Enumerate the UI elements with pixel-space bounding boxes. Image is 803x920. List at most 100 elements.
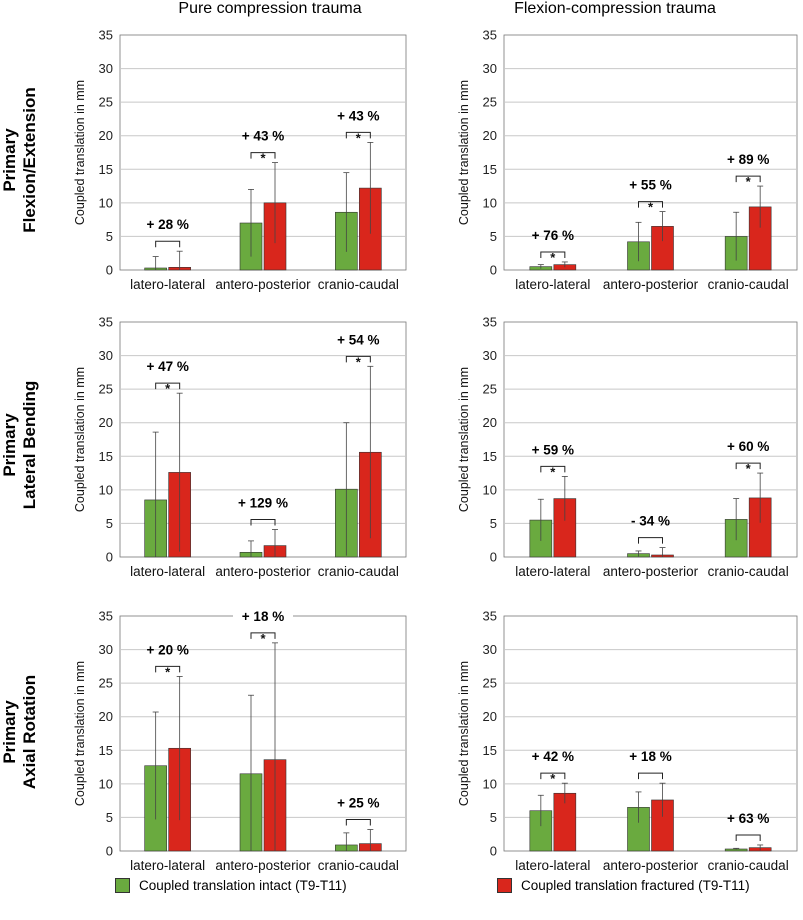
percent-change-label: + 63 %	[727, 811, 769, 826]
y-axis-label: Coupled translation in mm	[73, 80, 87, 225]
y-tick-label: 30	[483, 348, 497, 363]
percent-change-label: + 18 %	[242, 609, 284, 624]
y-tick-label: 15	[483, 162, 497, 177]
legend-intact: Coupled translation intact (T9-T11)	[115, 878, 347, 893]
plot-frame	[119, 321, 407, 558]
y-tick-label: 5	[490, 516, 497, 531]
percent-change-label: + 89 %	[727, 152, 769, 167]
significance-star: *	[260, 151, 266, 166]
y-tick-label: 25	[483, 382, 497, 397]
y-tick-label: 15	[99, 162, 113, 177]
percent-change-label: + 43 %	[337, 108, 379, 123]
significance-bracket	[250, 632, 276, 639]
y-tick-label: 10	[99, 195, 113, 210]
chart-panel-5: 0 5 10 15 20 25 30 35 Coupled translation in mm l…	[457, 609, 798, 873]
x-tick-label: cranio-caudal	[318, 277, 399, 292]
y-tick-label: 20	[483, 128, 497, 143]
x-tick-label: latero-lateral	[515, 858, 590, 873]
y-tick-label: 15	[99, 743, 113, 758]
percent-change-label: + 59 %	[532, 442, 574, 457]
significance-bracket	[155, 382, 181, 390]
x-tick-label: cranio-caudal	[318, 564, 399, 579]
y-tick-label: 25	[483, 95, 497, 110]
percent-change-label: + 25 %	[337, 796, 379, 811]
significance-bracket	[345, 131, 371, 139]
significance-star: *	[260, 631, 266, 646]
y-tick-label: 0	[490, 263, 497, 278]
y-tick-label: 5	[106, 229, 113, 244]
column-title-pure-compression: Pure compression trauma	[178, 0, 362, 17]
y-tick-label: 5	[490, 229, 497, 244]
significance-bracket	[345, 819, 371, 826]
significance-star: *	[356, 354, 362, 369]
y-tick-label: 10	[483, 482, 497, 497]
significance-star: *	[165, 381, 171, 396]
legend-swatch-fractured	[497, 878, 512, 893]
y-tick-label: 35	[99, 609, 113, 624]
chart-panel-3: 0 5 10 15 20 25 30 35 Coupled translation in mm l…	[457, 315, 798, 579]
plot-frame	[503, 321, 798, 558]
percent-change-label: + 20 %	[146, 642, 188, 657]
y-tick-label: 5	[490, 810, 497, 825]
x-tick-label: antero-posterior	[215, 277, 311, 292]
percent-change-label: + 18 %	[629, 749, 671, 764]
y-tick-label: 35	[99, 28, 113, 43]
significance-bracket	[638, 772, 663, 780]
percent-change-label: + 60 %	[727, 439, 769, 454]
percent-change-label: + 55 %	[629, 178, 671, 193]
significance-star: *	[648, 200, 654, 215]
percent-change-label: + 129 %	[238, 495, 288, 510]
y-tick-label: 30	[483, 61, 497, 76]
column-title-flexion-compression: Flexion-compression trauma	[514, 0, 716, 17]
significance-bracket	[250, 518, 276, 526]
chart-panel-4: 0 5 10 15 20 25 30 35 Coupled translation in mm l…	[73, 607, 407, 873]
y-tick-label: 20	[483, 709, 497, 724]
y-tick-label: 10	[99, 776, 113, 791]
x-tick-label: cranio-caudal	[708, 564, 789, 579]
y-tick-label: 20	[99, 415, 113, 430]
significance-bracket	[345, 355, 371, 363]
significance-bracket	[735, 834, 761, 841]
significance-bracket	[155, 240, 181, 248]
significance-star: *	[746, 174, 752, 189]
legend-label-fractured: Coupled translation fractured (T9-T11)	[521, 878, 750, 893]
y-tick-label: 20	[99, 128, 113, 143]
y-tick-label: 35	[483, 315, 497, 330]
x-tick-label: latero-lateral	[130, 564, 205, 579]
significance-star: *	[165, 664, 171, 679]
plot-frame	[119, 34, 407, 271]
y-tick-label: 20	[99, 709, 113, 724]
y-tick-label: 35	[483, 28, 497, 43]
chart-panel-1: 0 5 10 15 20 25 30 35 Coupled translation in mm l…	[457, 28, 798, 292]
y-tick-label: 20	[483, 415, 497, 430]
y-tick-label: 5	[106, 810, 113, 825]
y-tick-label: 10	[99, 482, 113, 497]
significance-star: *	[356, 130, 362, 145]
significance-star: *	[550, 250, 556, 265]
x-tick-label: cranio-caudal	[708, 858, 789, 873]
plot-frame	[503, 615, 798, 852]
y-axis-label: Coupled translation in mm	[457, 367, 471, 512]
x-tick-label: antero-posterior	[603, 564, 699, 579]
y-tick-label: 0	[490, 844, 497, 859]
x-tick-label: cranio-caudal	[318, 858, 399, 873]
y-tick-label: 25	[99, 382, 113, 397]
y-tick-label: 35	[99, 315, 113, 330]
y-tick-label: 0	[490, 550, 497, 565]
percent-change-label: + 76 %	[532, 228, 574, 243]
significance-bracket	[735, 462, 761, 470]
x-tick-label: cranio-caudal	[708, 277, 789, 292]
plot-frame	[503, 34, 798, 271]
significance-bracket	[540, 772, 566, 780]
significance-bracket	[638, 537, 663, 544]
percent-change-label: + 42 %	[532, 749, 574, 764]
percent-change-label: + 47 %	[146, 359, 188, 374]
x-tick-label: latero-lateral	[515, 277, 590, 292]
y-tick-label: 25	[99, 95, 113, 110]
y-tick-label: 30	[99, 642, 113, 657]
significance-bracket	[155, 665, 181, 673]
y-tick-label: 30	[99, 348, 113, 363]
y-tick-label: 15	[483, 743, 497, 758]
